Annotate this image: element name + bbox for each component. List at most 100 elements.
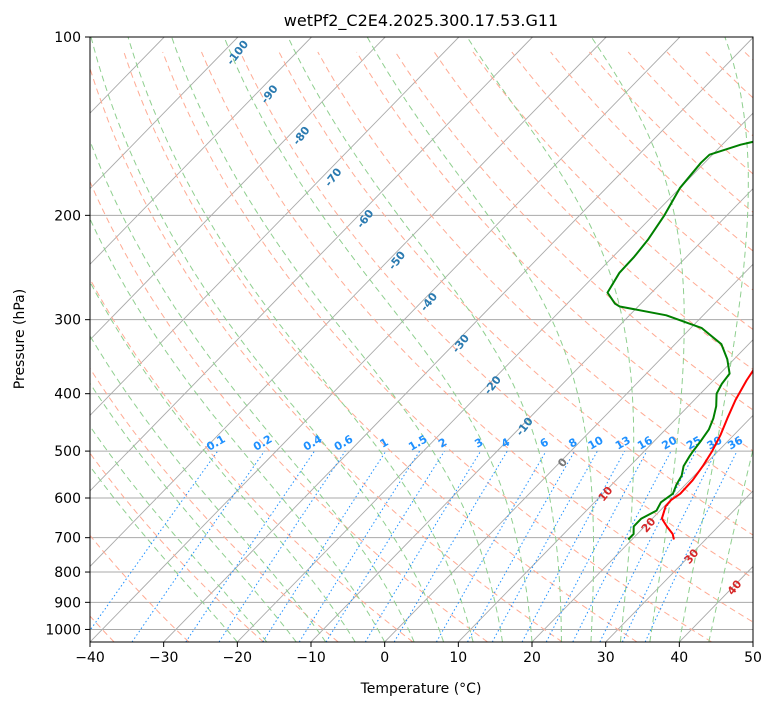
- dry-adiabat-line: [589, 52, 775, 642]
- mixing-ratio-line: [132, 451, 265, 642]
- x-tick-label: −10: [296, 650, 326, 666]
- mixing-ratio-line: [522, 451, 625, 642]
- moist-adiabat-label: 0: [555, 455, 570, 469]
- y-tick-label: 100: [54, 30, 81, 46]
- mixing-ratio-line: [600, 451, 696, 642]
- mixing-ratio-label: 6: [538, 435, 551, 450]
- plot-frame: [90, 37, 753, 642]
- dry-adiabat-line: [434, 52, 775, 642]
- mixing-ratio-label: 0.1: [204, 433, 227, 454]
- mixing-ratio-label: 0.6: [332, 432, 356, 453]
- isotherm-line: [90, 37, 680, 642]
- moist-adiabat-label: 30: [682, 546, 702, 566]
- moist-adiabat-line: [0, 37, 326, 642]
- chart-title: wetPf2_C2E4.2025.300.17.53.G11: [284, 11, 558, 31]
- moist-adiabat-line: [31, 37, 384, 642]
- x-axis-label: Temperature (°C): [360, 681, 482, 697]
- mixing-ratio-label: 30: [705, 433, 725, 452]
- x-tick-label: 10: [449, 650, 467, 666]
- x-tick-label: 20: [523, 650, 541, 666]
- moist-adiabat-line: [0, 37, 267, 642]
- moist-adiabat-line: [224, 37, 532, 642]
- x-tick-label: 40: [670, 650, 688, 666]
- x-tick-label: 50: [744, 650, 762, 666]
- temperature-line: [662, 45, 775, 540]
- mixing-ratio-label: 16: [635, 433, 655, 452]
- moist-adiabat-line: [467, 37, 634, 642]
- y-tick-label: 700: [54, 531, 81, 547]
- y-tick-label: 800: [54, 565, 81, 581]
- mixing-ratio-line: [546, 451, 647, 642]
- mixing-ratio-lines: [82, 451, 737, 642]
- dry-adiabat-label: -50: [386, 248, 409, 272]
- dry-adiabat-line: [551, 52, 775, 642]
- moist-adiabat-line: [59, 37, 414, 642]
- y-axis-label: Pressure (hPa): [12, 289, 28, 389]
- mixing-ratio-label: 10: [586, 433, 606, 452]
- mixing-ratio-label: 0.4: [301, 432, 325, 453]
- dry-adiabat-label: -60: [354, 207, 377, 231]
- dry-adiabat-label: -40: [418, 290, 441, 314]
- dry-adiabat-line: [318, 52, 775, 642]
- isotherm-line: [0, 37, 312, 642]
- isotherm-line: [0, 37, 385, 642]
- isotherm-line: [0, 37, 459, 642]
- mixing-ratio-line: [492, 451, 597, 642]
- dry-adiabat-line: [706, 52, 775, 642]
- x-tick-label: −20: [223, 650, 253, 666]
- dry-adiabat-label: -80: [290, 124, 313, 148]
- y-tick-label: 900: [54, 595, 81, 611]
- mixing-ratio-line: [82, 451, 218, 642]
- y-tick-label: 300: [54, 313, 81, 329]
- dry-adiabat-line: [667, 52, 775, 642]
- dry-adiabat-label: -90: [258, 82, 281, 106]
- y-tick-label: 1000: [45, 622, 81, 638]
- isotherm-line: [0, 37, 533, 642]
- dry-adiabat-label: -70: [322, 165, 345, 189]
- mixing-ratio-label: 1.5: [406, 433, 429, 454]
- mixing-ratio-label: 36: [725, 433, 745, 452]
- dry-adiabat-line: [124, 52, 637, 642]
- mixing-ratio-line: [219, 451, 345, 642]
- mixing-ratio-line: [622, 451, 716, 642]
- dry-adiabat-line: [0, 52, 189, 642]
- moist-adiabat-label: 40: [725, 577, 745, 597]
- isotherm-line: [311, 37, 775, 642]
- x-tick-label: −40: [75, 650, 105, 666]
- mixing-ratio-line: [573, 451, 671, 642]
- mixing-ratio-line: [326, 451, 444, 642]
- mixing-ratio-label: 3: [472, 436, 485, 451]
- mixing-ratio-label: 2: [436, 436, 449, 451]
- dry-adiabat-line: [279, 52, 775, 642]
- dry-adiabat-line: [473, 52, 775, 642]
- mixing-ratio-line: [394, 451, 507, 642]
- isotherm-line: [458, 37, 775, 642]
- y-tick-label: 600: [54, 491, 81, 507]
- isotherm-grid: [0, 37, 775, 642]
- moist-adiabat-line: [91, 37, 444, 642]
- moist-adiabat-label: 10: [596, 484, 616, 504]
- y-tick-label: 400: [54, 387, 81, 403]
- x-tick-label: 0: [380, 650, 389, 666]
- mixing-ratio-line: [365, 451, 480, 642]
- y-tick-label: 200: [54, 208, 81, 224]
- moist-adiabat-line: [288, 37, 562, 642]
- mixing-ratio-line: [436, 451, 546, 642]
- mixing-ratio-label: 1: [378, 436, 391, 451]
- dry-adiabat-line: [0, 52, 264, 642]
- isotherm-line: [16, 37, 606, 642]
- isotherm-line: [0, 37, 238, 642]
- dry-adiabat-line: [745, 52, 775, 642]
- dry-adiabat-label: -100: [224, 38, 251, 68]
- dry-adiabats: [0, 52, 775, 642]
- dry-adiabat-line: [357, 52, 775, 642]
- x-tick-label: −30: [149, 650, 179, 666]
- dry-adiabat-line: [512, 52, 775, 642]
- moist-adiabat-line: [172, 37, 503, 642]
- dry-adiabat-label: -10: [513, 415, 536, 439]
- moist-adiabats: [0, 37, 775, 642]
